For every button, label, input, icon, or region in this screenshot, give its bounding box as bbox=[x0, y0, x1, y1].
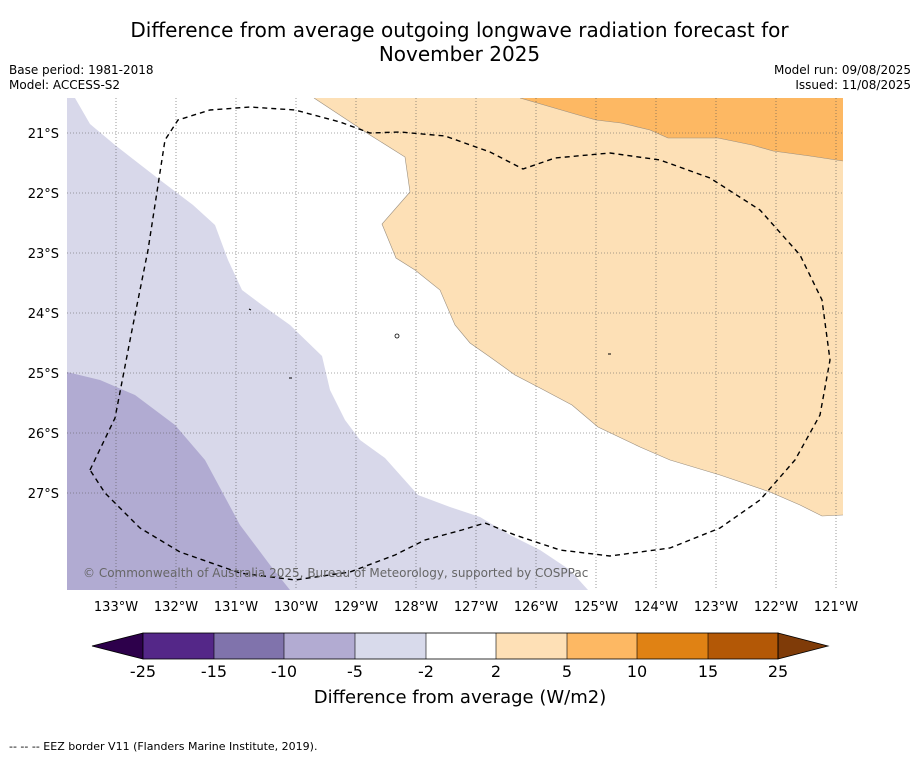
colorbar-tick: -25 bbox=[130, 662, 156, 681]
colorbar-segment bbox=[355, 633, 426, 659]
lat-gridlines bbox=[67, 132, 843, 494]
island-marker bbox=[394, 333, 400, 339]
colorbar-segment bbox=[284, 633, 355, 659]
lat-label: 23°S bbox=[28, 247, 59, 262]
lon-label: 132°W bbox=[154, 600, 198, 615]
colorbar-tick: 10 bbox=[627, 662, 647, 681]
colorbar-extend-left bbox=[91, 632, 144, 660]
colorbar-tick: -10 bbox=[271, 662, 297, 681]
model-run: Model run: 09/08/2025 bbox=[773, 63, 911, 77]
copyright-text: © Commonwealth of Australia 2025, Bureau… bbox=[83, 566, 588, 580]
colorbar-segment bbox=[143, 633, 214, 659]
eez-footnote: -- -- -- EEZ border V11 (Flanders Marine… bbox=[9, 740, 318, 753]
lon-label: 128°W bbox=[394, 600, 438, 615]
eez-border bbox=[89, 106, 831, 581]
lat-labels: 21°S 22°S 23°S 24°S 25°S 26°S 27°S bbox=[28, 127, 59, 502]
lat-label: 27°S bbox=[28, 487, 59, 502]
map-title: Difference from average outgoing longwav… bbox=[0, 18, 919, 66]
colorbar-tick: -15 bbox=[201, 662, 227, 681]
lat-label: 26°S bbox=[28, 427, 59, 442]
lat-label: 24°S bbox=[28, 307, 59, 322]
lon-label: 130°W bbox=[274, 600, 318, 615]
colorbar-segment bbox=[637, 633, 708, 659]
colorbar-ticks: -25 -15 -10 -5 -2 2 5 10 15 25 bbox=[130, 662, 788, 681]
meta-left: Base period: 1981-2018 Model: ACCESS-S2 bbox=[9, 63, 154, 93]
lon-label: 127°W bbox=[454, 600, 498, 615]
map-area: © Commonwealth of Australia 2025, Bureau… bbox=[67, 98, 843, 590]
colorbar-segment bbox=[708, 633, 778, 659]
title-line-1: Difference from average outgoing longwav… bbox=[130, 18, 789, 42]
colorbar-segment bbox=[567, 633, 637, 659]
lat-label: 21°S bbox=[28, 127, 59, 142]
colorbar-segment bbox=[214, 633, 284, 659]
colorbar-tick: -2 bbox=[418, 662, 434, 681]
colorbar-tick: 25 bbox=[768, 662, 788, 681]
meta-right: Model run: 09/08/2025 Issued: 11/08/2025 bbox=[774, 63, 911, 93]
lon-label: 124°W bbox=[634, 600, 678, 615]
colorbar: -25 -15 -10 -5 -2 2 5 10 15 25 Differenc… bbox=[91, 632, 830, 708]
colorbar-tick: 15 bbox=[698, 662, 718, 681]
colorbar-extend-right bbox=[777, 632, 830, 660]
island-marker bbox=[248, 308, 252, 311]
lon-label: 131°W bbox=[214, 600, 258, 615]
colorbar-tick: -5 bbox=[347, 662, 363, 681]
lon-label: 125°W bbox=[574, 600, 618, 615]
shading-2-to-5 bbox=[314, 98, 843, 516]
lat-label: 25°S bbox=[28, 367, 59, 382]
model-name: Model: ACCESS-S2 bbox=[9, 78, 121, 92]
shading-5-to-10 bbox=[520, 98, 843, 161]
lat-label: 22°S bbox=[28, 187, 59, 202]
lon-label: 129°W bbox=[334, 600, 378, 615]
title-line-2: November 2025 bbox=[378, 42, 541, 66]
colorbar-segment bbox=[426, 633, 496, 659]
lon-label: 126°W bbox=[514, 600, 558, 615]
lon-label: 133°W bbox=[94, 600, 138, 615]
shading-minus10-to-minus5 bbox=[67, 372, 290, 590]
base-period: Base period: 1981-2018 bbox=[9, 63, 154, 77]
lon-labels: 133°W 132°W 131°W 130°W 129°W 128°W 127°… bbox=[94, 600, 858, 615]
issued-date: Issued: 11/08/2025 bbox=[795, 78, 911, 92]
lon-label: 123°W bbox=[694, 600, 738, 615]
colorbar-tick: 2 bbox=[491, 662, 501, 681]
lon-gridlines bbox=[115, 98, 837, 590]
colorbar-title: Difference from average (W/m2) bbox=[314, 687, 606, 708]
colorbar-tick: 5 bbox=[562, 662, 572, 681]
lon-label: 121°W bbox=[814, 600, 858, 615]
colorbar-segment bbox=[496, 633, 567, 659]
lon-label: 122°W bbox=[754, 600, 798, 615]
